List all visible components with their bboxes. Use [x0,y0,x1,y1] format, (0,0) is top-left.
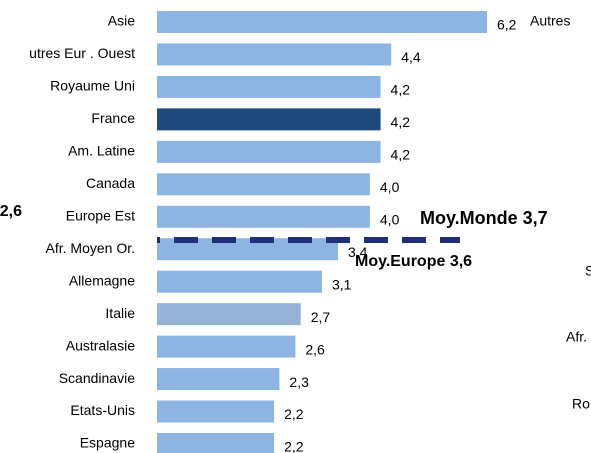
value-label: 4,2 [391,82,411,98]
bar [157,270,322,293]
cropped-text: 2,6 [0,203,22,220]
value-label: 4,0 [380,211,400,227]
bar [157,368,280,391]
bar [157,140,381,163]
value-label: 3,1 [332,276,352,292]
bar [157,205,370,228]
cropped-text: Autres [530,13,570,29]
bar [157,335,296,358]
bar [157,238,338,261]
bar [157,303,301,326]
category-label: Afr. Moyen Or. [46,240,135,256]
value-label: 2,7 [311,309,331,325]
value-label: 4,2 [391,147,411,163]
category-label: Asie [108,13,135,29]
category-label: Europe Est [66,207,135,223]
bar [157,75,381,98]
category-label: Australasie [66,337,135,353]
category-label: Etats-Unis [70,402,135,418]
value-label: 2,2 [284,439,304,453]
category-label: Espagne [80,435,135,451]
bar [157,108,381,131]
category-label: Scandinavie [59,370,135,386]
value-label: 4,2 [391,114,411,130]
value-label: 2,6 [305,341,325,357]
value-label: 2,2 [284,406,304,422]
value-label: 4,0 [380,179,400,195]
bar [157,11,487,33]
bar [157,432,275,453]
category-label: Italie [105,305,135,321]
bar [157,400,275,423]
cropped-text: S [585,263,591,279]
annotation: Moy.Europe 3,6 [355,253,472,270]
cropped-text: Ro [572,396,590,412]
category-label: France [91,110,135,126]
category-label: Allemagne [69,272,135,288]
annotation: Moy.Monde 3,7 [420,208,548,228]
category-label: Royaume Uni [50,78,135,94]
value-label: 2,3 [289,374,309,390]
bar [157,43,392,66]
value-label: 4,4 [401,49,421,65]
category-label: Canada [86,175,135,191]
value-label: 6,2 [497,17,517,33]
category-label: Am. Latine [68,143,135,159]
value-label: 3,4 [348,244,368,260]
cropped-text: Afr. [566,329,587,345]
bar [157,173,370,196]
category-label: utres Eur . Ouest [29,45,135,61]
